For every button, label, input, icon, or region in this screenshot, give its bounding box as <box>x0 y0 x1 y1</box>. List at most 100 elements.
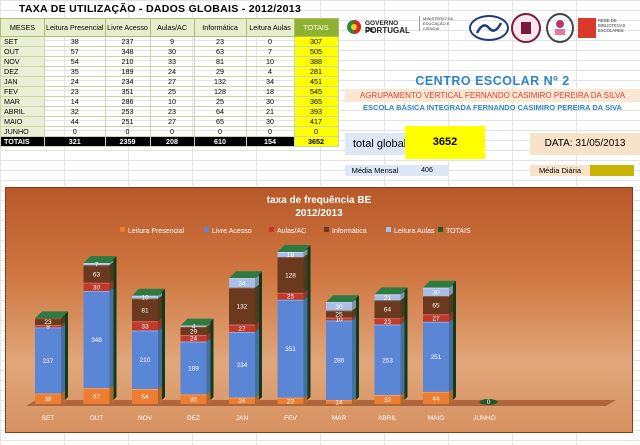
value-cell[interactable]: 0 <box>104 126 151 137</box>
header-informatica[interactable]: Informática <box>193 18 247 37</box>
header-totais[interactable]: TOTAIS <box>293 18 339 37</box>
legend-swatch <box>120 227 125 232</box>
value-cell[interactable]: 253 <box>104 106 151 117</box>
value-cell[interactable]: 21 <box>245 106 295 117</box>
value-cell[interactable]: 44 <box>44 116 106 127</box>
month-cell[interactable]: MAR <box>0 96 45 107</box>
value-cell[interactable]: 30 <box>149 46 195 57</box>
value-cell[interactable]: 0 <box>193 126 247 137</box>
month-cell[interactable]: SET <box>0 36 45 47</box>
value-cell[interactable]: 18 <box>245 86 295 97</box>
header-livre-acesso[interactable]: Livre Acesso <box>104 18 151 37</box>
value-cell[interactable]: 234 <box>104 76 151 87</box>
month-cell[interactable]: NOV <box>0 56 45 67</box>
value-cell[interactable]: 128 <box>193 86 247 97</box>
totals-cell[interactable]: 208 <box>149 136 195 147</box>
value-cell[interactable]: 14 <box>44 96 106 107</box>
bar-segment <box>83 388 110 404</box>
month-cell[interactable]: OUT <box>0 46 45 57</box>
value-cell[interactable]: 348 <box>104 46 151 57</box>
value-cell[interactable]: 30 <box>245 116 295 127</box>
value-cell[interactable]: 65 <box>193 116 247 127</box>
value-cell[interactable]: 33 <box>149 56 195 67</box>
value-cell[interactable]: 25 <box>149 86 195 97</box>
value-cell[interactable]: 24 <box>44 76 106 87</box>
table-row: SET 38 237 9 23 0 307 <box>0 36 339 47</box>
total-cell[interactable]: 505 <box>293 46 339 57</box>
value-cell[interactable]: 63 <box>193 46 247 57</box>
total-global-value[interactable]: 3652 <box>405 126 485 159</box>
value-cell[interactable]: 0 <box>245 126 295 137</box>
month-cell[interactable]: FEV <box>0 86 45 97</box>
value-cell[interactable]: 0 <box>149 126 195 137</box>
media-mensal-value[interactable]: 406 <box>405 165 449 176</box>
bar-segment <box>277 397 304 404</box>
totals-cell[interactable]: 154 <box>245 136 295 147</box>
value-cell[interactable]: 10 <box>149 96 195 107</box>
value-cell[interactable]: 57 <box>44 46 106 57</box>
value-cell[interactable]: 286 <box>104 96 151 107</box>
value-cell[interactable]: 81 <box>193 56 247 67</box>
header-leitura-presencial[interactable]: Leitura Presencial <box>44 18 106 37</box>
bar-totais-top <box>374 287 408 295</box>
media-diaria-value[interactable] <box>590 165 634 176</box>
value-cell[interactable]: 30 <box>245 96 295 107</box>
bar-totais-top <box>83 256 117 264</box>
totals-cell[interactable]: 610 <box>193 136 247 147</box>
value-cell[interactable]: 7 <box>245 46 295 57</box>
bar-segment-side <box>255 275 259 288</box>
value-cell[interactable]: 237 <box>104 36 151 47</box>
value-cell[interactable]: 64 <box>193 106 247 117</box>
total-cell[interactable]: 281 <box>293 66 339 77</box>
month-cell[interactable]: JUNHO <box>0 126 45 137</box>
total-cell[interactable]: 417 <box>293 116 339 127</box>
header-meses[interactable]: MESES <box>0 18 45 37</box>
chart-panel[interactable]: taxa de frequência BE 2012/2013 Leitura Pr… <box>5 187 633 433</box>
month-cell[interactable]: JAN <box>0 76 45 87</box>
value-cell[interactable]: 251 <box>104 116 151 127</box>
bar-segment-side <box>158 318 162 331</box>
total-cell[interactable]: 545 <box>293 86 339 97</box>
value-cell[interactable]: 0 <box>44 126 106 137</box>
month-cell[interactable]: ABRIL <box>0 106 45 117</box>
header-leitura-aulas[interactable]: Leitura Aulas <box>245 18 295 37</box>
value-cell[interactable]: 210 <box>104 56 151 67</box>
value-cell[interactable]: 189 <box>104 66 151 77</box>
total-cell[interactable]: 0 <box>293 126 339 137</box>
value-cell[interactable]: 351 <box>104 86 151 97</box>
value-cell[interactable]: 27 <box>149 116 195 127</box>
value-cell[interactable]: 0 <box>245 36 295 47</box>
month-cell[interactable]: DEZ <box>0 66 45 77</box>
totals-label[interactable]: TOTAIS <box>0 136 45 147</box>
header-aulas-ac[interactable]: Aulas/AC <box>149 18 195 37</box>
bar-segment-side <box>206 338 211 395</box>
total-cell[interactable]: 365 <box>293 96 339 107</box>
value-cell[interactable]: 23 <box>149 106 195 117</box>
totals-cell[interactable]: 2359 <box>104 136 151 147</box>
totals-cell[interactable]: 321 <box>44 136 106 147</box>
total-cell[interactable]: 451 <box>293 76 339 87</box>
value-cell[interactable]: 25 <box>193 96 247 107</box>
value-cell[interactable]: 29 <box>193 66 247 77</box>
value-cell[interactable]: 9 <box>149 36 195 47</box>
value-cell[interactable]: 23 <box>193 36 247 47</box>
table-row: JUNHO 0 0 0 0 0 0 <box>0 126 339 137</box>
value-cell[interactable]: 35 <box>44 66 106 77</box>
total-cell[interactable]: 307 <box>293 36 339 47</box>
value-cell[interactable]: 10 <box>245 56 295 67</box>
value-cell[interactable]: 24 <box>149 66 195 77</box>
total-cell[interactable]: 388 <box>293 56 339 67</box>
totals-cell[interactable]: 3652 <box>293 136 339 147</box>
bar-segment <box>326 302 352 311</box>
month-cell[interactable]: MAIO <box>0 116 45 127</box>
value-cell[interactable]: 27 <box>149 76 195 87</box>
value-cell[interactable]: 132 <box>193 76 247 87</box>
value-cell[interactable]: 4 <box>245 66 295 77</box>
value-cell[interactable]: 23 <box>44 86 106 97</box>
total-cell[interactable]: 393 <box>293 106 339 117</box>
value-cell[interactable]: 38 <box>44 36 106 47</box>
value-cell[interactable]: 54 <box>44 56 106 67</box>
value-cell[interactable]: 32 <box>44 106 106 117</box>
bar-segment-top <box>326 310 352 312</box>
value-cell[interactable]: 34 <box>245 76 295 87</box>
